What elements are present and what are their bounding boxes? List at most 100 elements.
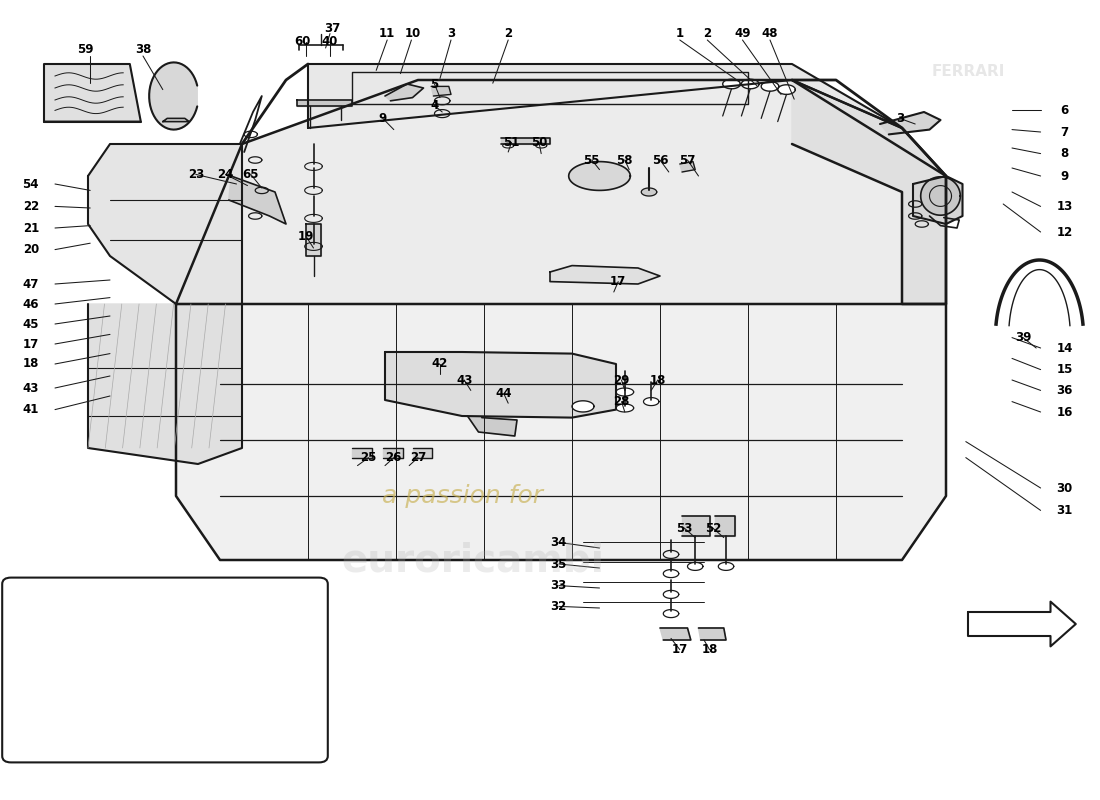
Text: 51: 51: [504, 136, 519, 149]
Text: 59: 59: [77, 43, 94, 56]
Polygon shape: [698, 628, 726, 640]
Polygon shape: [229, 176, 286, 224]
Text: 1: 1: [675, 27, 684, 40]
Text: 6: 6: [1060, 104, 1069, 117]
Polygon shape: [431, 86, 451, 96]
Text: 38: 38: [135, 43, 151, 56]
Text: 57: 57: [680, 154, 695, 166]
Text: 10: 10: [405, 27, 420, 40]
Polygon shape: [88, 304, 242, 464]
Text: 36: 36: [1057, 384, 1072, 397]
Text: 27: 27: [410, 451, 426, 464]
Polygon shape: [152, 660, 174, 680]
Text: 24: 24: [218, 168, 233, 181]
Polygon shape: [306, 224, 321, 256]
Text: 15: 15: [1057, 363, 1072, 376]
Polygon shape: [913, 176, 962, 224]
Polygon shape: [616, 388, 634, 396]
Polygon shape: [412, 448, 432, 458]
Text: 20: 20: [23, 243, 38, 256]
Polygon shape: [24, 652, 60, 678]
Text: 46: 46: [22, 298, 40, 310]
Text: 9: 9: [1060, 170, 1069, 182]
Polygon shape: [682, 516, 710, 536]
Polygon shape: [572, 401, 594, 412]
Text: 19: 19: [298, 230, 314, 242]
Text: 22: 22: [23, 200, 38, 213]
Polygon shape: [143, 700, 160, 708]
Polygon shape: [500, 138, 550, 144]
Text: 55: 55: [584, 154, 601, 166]
Polygon shape: [921, 177, 960, 215]
Text: 43: 43: [23, 382, 38, 394]
Polygon shape: [308, 64, 902, 128]
Text: 58: 58: [616, 154, 634, 166]
Text: 31: 31: [1057, 504, 1072, 517]
Text: 53: 53: [676, 522, 692, 534]
Text: 17: 17: [23, 338, 38, 350]
Text: 2: 2: [703, 27, 712, 40]
Polygon shape: [880, 112, 940, 134]
Polygon shape: [44, 64, 141, 122]
Polygon shape: [385, 352, 616, 418]
Text: 29: 29: [614, 374, 629, 386]
Text: 42: 42: [432, 358, 448, 370]
Text: 33: 33: [551, 579, 566, 592]
Text: 30: 30: [1057, 482, 1072, 494]
Text: 5: 5: [430, 78, 439, 90]
Text: 25: 25: [361, 451, 376, 464]
Polygon shape: [741, 79, 759, 89]
Polygon shape: [28, 708, 270, 714]
Text: 34: 34: [551, 536, 566, 549]
Text: 28: 28: [614, 395, 629, 408]
Text: euroricambi: euroricambi: [341, 541, 605, 579]
Text: 40: 40: [322, 35, 338, 48]
Polygon shape: [192, 700, 209, 708]
Text: 43: 43: [456, 374, 472, 386]
Text: 9: 9: [378, 112, 387, 125]
Text: 11: 11: [379, 27, 395, 40]
Polygon shape: [968, 602, 1076, 646]
Polygon shape: [660, 628, 691, 640]
Polygon shape: [641, 188, 657, 196]
Polygon shape: [110, 658, 132, 676]
Text: 50: 50: [531, 136, 547, 149]
Text: 23: 23: [188, 168, 204, 181]
Polygon shape: [383, 448, 403, 458]
Polygon shape: [680, 162, 695, 172]
Text: 45: 45: [22, 318, 40, 330]
Text: 3: 3: [447, 27, 455, 40]
Text: 49: 49: [735, 27, 750, 40]
Text: 12: 12: [1057, 226, 1072, 238]
Polygon shape: [176, 80, 946, 304]
Text: 47: 47: [23, 278, 38, 290]
Text: 26: 26: [386, 451, 402, 464]
Polygon shape: [792, 80, 946, 304]
Text: 54: 54: [22, 178, 40, 190]
Text: 8: 8: [1060, 147, 1069, 160]
Text: 48: 48: [761, 27, 779, 40]
Polygon shape: [616, 404, 634, 412]
Polygon shape: [176, 304, 946, 560]
Text: 4: 4: [430, 99, 439, 112]
Polygon shape: [385, 84, 424, 101]
Polygon shape: [569, 162, 630, 190]
Text: 16: 16: [1057, 406, 1072, 418]
Text: 18: 18: [650, 374, 666, 386]
Text: FERRARI: FERRARI: [932, 65, 1004, 79]
Text: 35: 35: [551, 558, 566, 570]
Polygon shape: [550, 266, 660, 284]
Text: 56: 56: [651, 154, 669, 166]
Text: 14: 14: [1057, 342, 1072, 354]
Text: 52: 52: [705, 522, 720, 534]
Text: 65: 65: [242, 168, 260, 181]
Polygon shape: [352, 448, 372, 458]
Text: 60: 60: [295, 35, 310, 48]
Polygon shape: [778, 85, 795, 94]
Polygon shape: [715, 516, 735, 536]
Text: 62: 62: [199, 610, 214, 622]
Text: 3: 3: [895, 112, 904, 125]
Polygon shape: [761, 82, 779, 91]
Polygon shape: [150, 62, 197, 130]
Text: 61: 61: [86, 610, 101, 622]
